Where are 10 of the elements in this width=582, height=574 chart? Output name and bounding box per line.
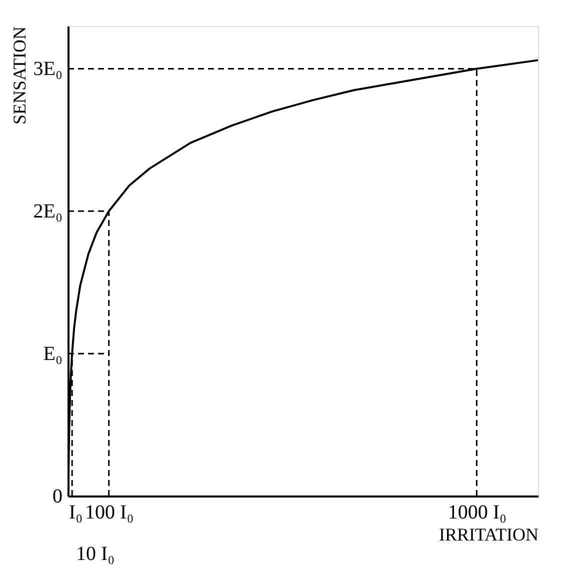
x-tick-label: 100 I₀ [85,502,134,524]
y-axis-title: SENSATION [9,26,30,125]
x-tick-label: 1000 I₀ [448,502,507,524]
text: 10 I₀ [76,543,115,565]
y-tick-label: 0 [52,486,62,508]
y-tick-label: E₀ [43,343,63,366]
y-tick-label: 2E₀ [33,200,63,223]
x-tick-label: I₀ [68,502,83,524]
x-axis-title: IRRITATION [438,524,538,544]
y-tick-label: 3E₀ [33,58,63,80]
